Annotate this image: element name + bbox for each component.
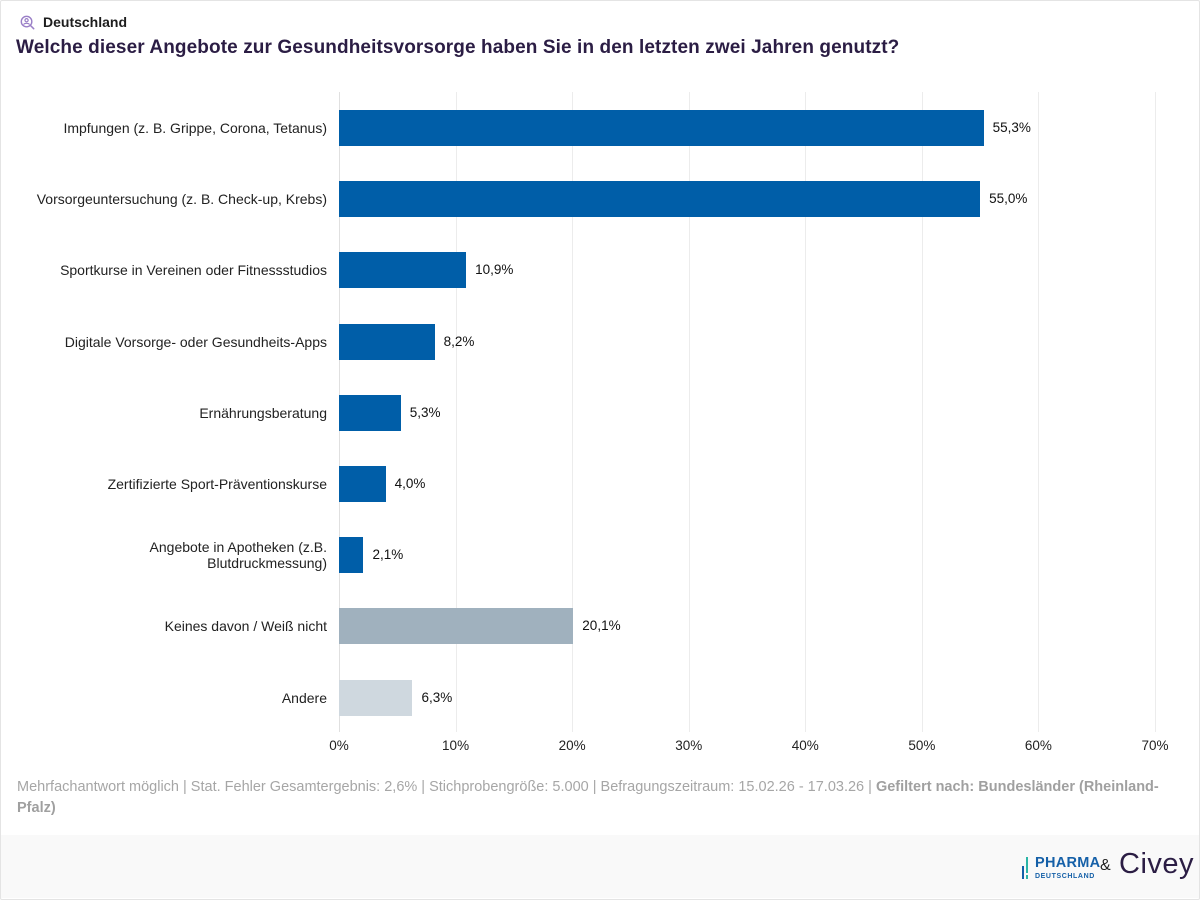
bar[interactable]	[339, 181, 981, 218]
value-label: 55,0%	[989, 191, 1028, 207]
bar-chart: 0% 10% 20% 30% 40% 50% 60% 70% Impfungen (z. B. …	[36, 92, 1169, 753]
filter-label: Gefiltert nach: Bundesländer (Rheinland-…	[17, 779, 1159, 816]
gridline	[1038, 92, 1039, 732]
x-tick-label: 30%	[675, 738, 703, 753]
bar[interactable]	[339, 466, 386, 502]
gridline	[1155, 92, 1156, 732]
location-person-search-icon	[20, 15, 35, 29]
gridline	[572, 92, 573, 732]
bar[interactable]	[339, 608, 574, 645]
x-tick-label: 70%	[1141, 738, 1169, 753]
gridline	[689, 92, 690, 732]
x-tick-label: 50%	[908, 738, 936, 753]
bar[interactable]	[339, 323, 435, 360]
deutschland-logo-text: DEUTSCHLAND	[1035, 872, 1095, 880]
methodology-text: Mehrfachantwort möglich | Stat. Fehler G…	[17, 779, 876, 795]
value-label: 4,0%	[394, 476, 426, 491]
pharma-logo-text: PHARMA	[1035, 855, 1101, 871]
value-label: 5,3%	[409, 404, 441, 420]
x-tick-label: 10%	[442, 738, 470, 753]
x-tick-label: 60%	[1024, 738, 1052, 753]
category-label: Sportkurse in Vereinen oder Fitnessstudi…	[60, 262, 327, 279]
bar[interactable]	[339, 679, 413, 716]
bar[interactable]	[339, 537, 364, 574]
location-header: Deutschland	[20, 13, 127, 31]
category-label: Zertifizierte Sport-Präventionskurse	[107, 476, 327, 492]
bar[interactable]	[339, 252, 467, 289]
x-tick-label: 0%	[329, 738, 349, 753]
civey-logo: Civey	[1119, 848, 1195, 880]
chart-title: Welche dieser Angebote zur Gesundheitsvo…	[16, 37, 900, 58]
value-label: 6,3%	[421, 689, 453, 705]
bar[interactable]	[339, 110, 984, 146]
category-label: Ernährungsberatung	[199, 404, 327, 421]
category-label: Andere	[281, 689, 327, 706]
value-label: 10,9%	[475, 262, 514, 278]
category-label: Angebote in Apotheken (z.B. Blutdruckmes…	[149, 539, 327, 572]
pharma-logo-mark-icon	[1022, 856, 1030, 879]
gridline	[805, 92, 806, 732]
pharma-deutschland-logo: PHARMA DEUTSCHLAND	[1022, 856, 1100, 880]
value-label: 2,1%	[372, 547, 404, 563]
category-label: Vorsorgeuntersuchung (z. B. Check-up, Kr…	[36, 191, 327, 208]
category-label: Digitale Vorsorge- oder Gesundheits-Apps	[64, 333, 327, 350]
x-tick-label: 20%	[558, 738, 586, 753]
bar[interactable]	[339, 394, 401, 431]
category-label: Impfungen (z. B. Grippe, Corona, Tetanus…	[63, 120, 327, 136]
methodology-note: Mehrfachantwort möglich | Stat. Fehler G…	[17, 777, 1177, 819]
value-label: 55,3%	[992, 120, 1031, 135]
value-label: 20,1%	[582, 618, 621, 634]
footer-bar	[1, 835, 1199, 898]
value-label: 8,2%	[443, 333, 475, 349]
x-tick-label: 40%	[791, 738, 819, 753]
gridline	[456, 92, 457, 732]
ampersand: &	[1100, 857, 1111, 874]
location-label: Deutschland	[43, 14, 128, 30]
gridline	[922, 92, 923, 732]
category-label: Keines davon / Weiß nicht	[164, 618, 327, 635]
